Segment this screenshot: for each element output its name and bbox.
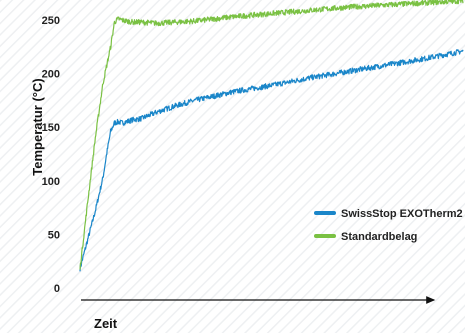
y-tick-label: 0 (54, 283, 60, 295)
y-tick-label: 250 (42, 15, 60, 27)
y-tick-label: 50 (48, 229, 60, 241)
legend: SwissStop EXOTherm2 Standardbelag (314, 208, 463, 243)
y-axis-ticks: 0 50 100 150 200 250 (42, 15, 60, 295)
x-axis-title: Zeit (94, 316, 118, 331)
y-tick-label: 200 (42, 69, 60, 81)
series-line-2 (79, 0, 464, 270)
legend-label: Standardbelag (341, 231, 417, 243)
y-tick-label: 100 (42, 176, 60, 188)
y-tick-label: 150 (42, 122, 60, 134)
series-layer (79, 0, 464, 272)
series-line-1 (79, 49, 464, 272)
y-axis-title: Temperatur (°C) (30, 78, 45, 175)
legend-label: SwissStop EXOTherm2 (341, 208, 463, 220)
